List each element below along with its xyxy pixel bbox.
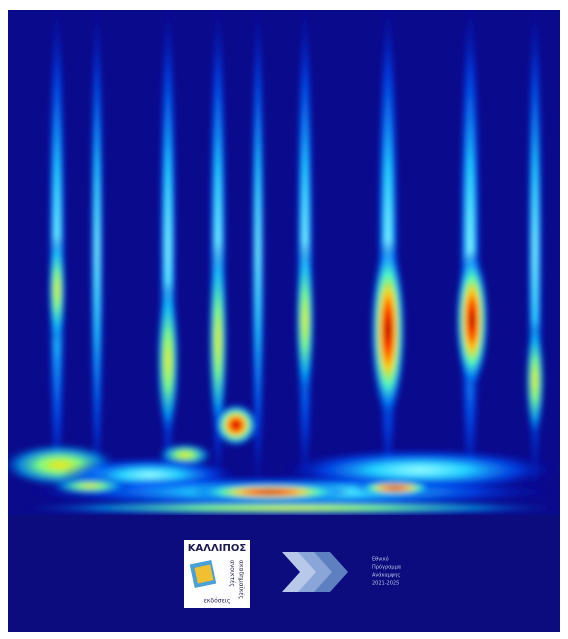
logo-name: ΚΑΛΛΙΠΟΣ: [188, 543, 247, 554]
cover: ΚΑΛΛΙΠΟΣ ανοικτές ακαδημαϊκές εκδόσεις Ε…: [0, 0, 568, 639]
band: [190, 483, 350, 501]
hotspot: [48, 235, 66, 345]
footer-band: [8, 515, 560, 632]
logo-book: [195, 565, 214, 584]
logo-tagline: ανοικτές: [229, 560, 236, 587]
hotspot: [156, 280, 180, 440]
partner-text: 2021-2025: [372, 581, 399, 587]
hotspot: [455, 250, 489, 390]
logo-tagline: ακαδημαϊκές: [238, 560, 245, 599]
logo-tagline: εκδόσεις: [204, 598, 231, 605]
body: ΚΑΛΛΙΠΟΣ ανοικτές ακαδημαϊκές εκδόσεις Ε…: [0, 0, 568, 639]
partner-text: Ανάκαμψης: [372, 572, 400, 579]
hotspot: [214, 403, 258, 447]
hotspot: [295, 240, 315, 400]
hotspot: [525, 320, 545, 440]
band: [10, 501, 568, 515]
partner-text: Πρόγραμμα: [372, 564, 402, 571]
hotspot: [370, 240, 406, 420]
partner-text: Εθνικό: [372, 556, 389, 563]
page: Cover {"logo": {"name": "ΚΑΛΛΙΠΟΣ", "tag…: [0, 0, 568, 639]
streak: [90, 0, 104, 510]
band: [50, 478, 130, 494]
kallipos-logo: ΚΑΛΛΙΠΟΣ ανοικτές ακαδημαϊκές εκδόσεις: [184, 540, 250, 608]
band: [355, 481, 435, 495]
